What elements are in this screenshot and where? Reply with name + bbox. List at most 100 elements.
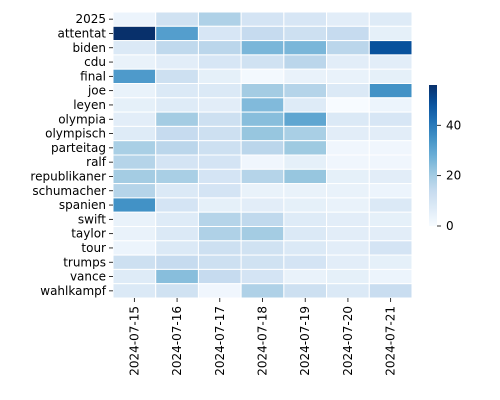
heatmap-cell bbox=[326, 183, 370, 199]
heatmap-cell bbox=[326, 154, 370, 170]
heatmap-cell bbox=[112, 140, 157, 156]
heatmap-cell bbox=[326, 125, 370, 142]
heatmap-cell bbox=[197, 240, 242, 256]
heatmap-cell bbox=[283, 83, 328, 99]
heatmap-cell bbox=[112, 68, 157, 84]
heatmap-cell bbox=[197, 54, 242, 70]
heatmap-cell bbox=[240, 125, 285, 142]
heatmap-cell bbox=[155, 140, 199, 156]
y-tick-label: joe bbox=[87, 84, 106, 98]
heatmap-cell bbox=[112, 11, 157, 27]
heatmap-cell bbox=[240, 283, 285, 299]
heatmap-cell bbox=[326, 254, 370, 270]
y-tick-label: parteitag bbox=[51, 141, 106, 155]
heatmap-cell bbox=[155, 97, 199, 113]
heatmap-cell bbox=[368, 40, 413, 56]
y-tick-label: olympia bbox=[58, 112, 106, 126]
heatmap-cell bbox=[112, 197, 157, 213]
heatmap-cell bbox=[197, 111, 242, 127]
heatmap-cell bbox=[112, 254, 157, 270]
heatmap-cell bbox=[112, 125, 157, 142]
heatmap-cell bbox=[197, 25, 242, 42]
heatmap-cell bbox=[155, 168, 199, 185]
heatmap-cells bbox=[112, 11, 413, 299]
heatmap-cell bbox=[197, 40, 242, 56]
heatmap-cell bbox=[197, 83, 242, 99]
heatmap-cell bbox=[368, 125, 413, 142]
y-tick-label: olympisch bbox=[45, 127, 106, 141]
heatmap-cell bbox=[368, 283, 413, 299]
heatmap-cell bbox=[112, 226, 157, 242]
heatmap-cell bbox=[240, 168, 285, 185]
heatmap-cell bbox=[240, 11, 285, 27]
heatmap-cell bbox=[155, 111, 199, 127]
heatmap-cell bbox=[240, 140, 285, 156]
heatmap-cell bbox=[368, 197, 413, 213]
heatmap-cell bbox=[155, 268, 199, 285]
heatmap-cell bbox=[197, 97, 242, 113]
heatmap-cell bbox=[112, 83, 157, 99]
heatmap-cell bbox=[283, 68, 328, 84]
y-tick-label: swift bbox=[78, 212, 106, 226]
heatmap-cell bbox=[155, 211, 199, 227]
heatmap-cell bbox=[326, 40, 370, 56]
heatmap-cell bbox=[368, 83, 413, 99]
heatmap-cell bbox=[112, 183, 157, 199]
heatmap-cell bbox=[368, 268, 413, 285]
heatmap-cell bbox=[155, 68, 199, 84]
heatmap-cell bbox=[283, 54, 328, 70]
heatmap-cell bbox=[283, 197, 328, 213]
heatmap-cell bbox=[240, 40, 285, 56]
heatmap-cell bbox=[368, 111, 413, 127]
heatmap-cell bbox=[240, 25, 285, 42]
heatmap-cell bbox=[197, 268, 242, 285]
heatmap-cell bbox=[112, 168, 157, 185]
y-tick-label: wahlkampf bbox=[40, 284, 107, 298]
heatmap-cell bbox=[155, 40, 199, 56]
heatmap-cell bbox=[155, 154, 199, 170]
heatmap-cell bbox=[326, 226, 370, 242]
heatmap-cell bbox=[368, 226, 413, 242]
heatmap-cell bbox=[197, 211, 242, 227]
heatmap-cell bbox=[112, 240, 157, 256]
heatmap-cell bbox=[326, 54, 370, 70]
x-tick-label: 2024-07-19 bbox=[298, 306, 312, 376]
heatmap-cell bbox=[283, 97, 328, 113]
colorbar-tick-label: 40 bbox=[446, 118, 461, 132]
heatmap-cell bbox=[197, 140, 242, 156]
heatmap-cell bbox=[326, 140, 370, 156]
heatmap-cell bbox=[112, 268, 157, 285]
heatmap-cell bbox=[197, 168, 242, 185]
heatmap-cell bbox=[368, 211, 413, 227]
heatmap-cell bbox=[368, 11, 413, 27]
y-tick-label: republikaner bbox=[30, 169, 106, 183]
heatmap-cell bbox=[326, 211, 370, 227]
heatmap-cell bbox=[240, 183, 285, 199]
heatmap-cell bbox=[283, 168, 328, 185]
heatmap-cell bbox=[368, 254, 413, 270]
heatmap-cell bbox=[240, 268, 285, 285]
colorbar-tick-label: 20 bbox=[446, 169, 461, 183]
heatmap-cell bbox=[197, 68, 242, 84]
heatmap-cell bbox=[283, 254, 328, 270]
heatmap-cell bbox=[155, 240, 199, 256]
heatmap-cell bbox=[155, 25, 199, 42]
heatmap-cell bbox=[240, 54, 285, 70]
heatmap-cell bbox=[326, 240, 370, 256]
heatmap-cell bbox=[112, 211, 157, 227]
heatmap-cell bbox=[197, 226, 242, 242]
heatmap-cell bbox=[197, 283, 242, 299]
heatmap-cell bbox=[283, 268, 328, 285]
heatmap-cell bbox=[240, 154, 285, 170]
heatmap-cell bbox=[112, 54, 157, 70]
colorbar: 0 20 40 bbox=[429, 85, 461, 233]
heatmap-cell bbox=[240, 254, 285, 270]
heatmap-cell bbox=[368, 97, 413, 113]
y-tick-label: spanien bbox=[59, 198, 106, 212]
heatmap-cell bbox=[368, 183, 413, 199]
heatmap-cell bbox=[283, 11, 328, 27]
heatmap-cell bbox=[197, 254, 242, 270]
heatmap-cell bbox=[155, 254, 199, 270]
heatmap-cell bbox=[368, 154, 413, 170]
